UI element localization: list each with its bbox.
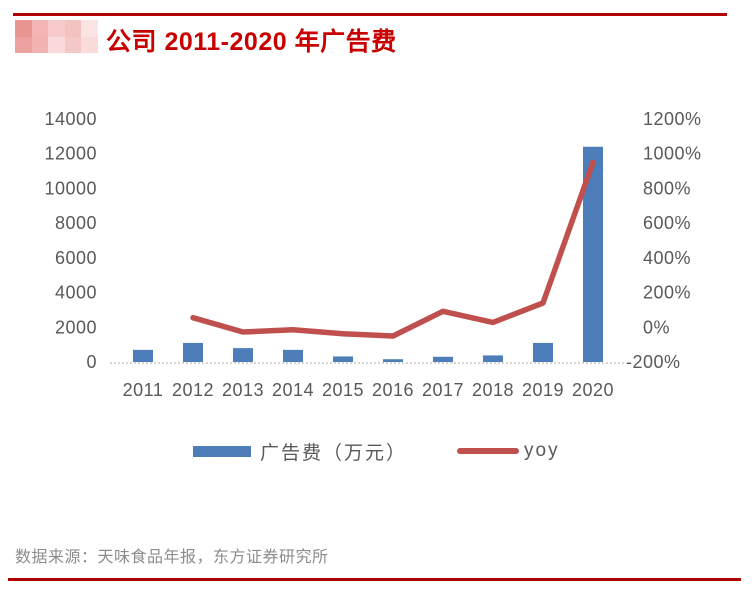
x-axis-label-2016: 2016 (372, 380, 414, 400)
left-axis-tick-label: 6000 (55, 248, 97, 268)
x-axis-label-2011: 2011 (123, 380, 164, 400)
bar-2014 (283, 349, 303, 362)
bar-2011 (133, 349, 153, 362)
redacted-logo-cell (15, 36, 32, 53)
legend-bar-swatch-icon (193, 445, 251, 457)
x-axis-label-2015: 2015 (322, 380, 364, 400)
right-axis-tick-label: 800% (643, 178, 691, 198)
legend-line-label: yoy (524, 440, 560, 461)
right-axis-tick-label: 200% (643, 283, 691, 303)
data-source-note: 数据来源：天味食品年报，东方证券研究所 (15, 549, 329, 566)
redacted-logo-cell (15, 20, 32, 37)
bar-2020 (583, 146, 603, 362)
right-axis-tick-label: -200% (626, 352, 681, 372)
x-axis-label-2017: 2017 (422, 380, 464, 400)
redacted-logo-cell (81, 20, 98, 37)
x-axis-label-2019: 2019 (522, 380, 564, 400)
x-axis-label-2020: 2020 (572, 380, 614, 400)
redacted-logo-cell (64, 36, 82, 53)
x-axis-label-2013: 2013 (222, 380, 264, 400)
yoy-line (190, 159, 596, 339)
right-axis-tick-label: 400% (643, 248, 691, 268)
left-axis-tick-label: 12000 (44, 144, 97, 164)
redacted-logo-cell (81, 36, 98, 53)
redacted-logo-cell (31, 36, 49, 53)
x-axis-label-2012: 2012 (172, 380, 214, 400)
left-axis-tick-label: 14000 (44, 109, 97, 129)
bar-2018 (483, 355, 503, 362)
redacted-logo-cell (48, 36, 65, 53)
right-axis-tick-label: 600% (643, 213, 691, 233)
bar-2013 (233, 348, 253, 362)
chart-legend: 广告费（万元） yoy (193, 440, 560, 464)
left-axis-tick-label: 8000 (55, 213, 97, 233)
x-axis-label-2014: 2014 (272, 380, 314, 400)
right-axis-tick-label: 1200% (643, 109, 702, 129)
redacted-logo-cell (31, 20, 49, 37)
bar-2017 (433, 356, 453, 362)
page-title: 公司 2011-2020 年广告费 (106, 28, 397, 56)
bar-2016 (383, 359, 403, 362)
legend-line-swatch-icon (457, 448, 520, 454)
left-axis-tick-label: 0 (86, 352, 97, 372)
left-axis-tick-label: 4000 (55, 283, 97, 303)
left-axis-tick-label: 2000 (55, 317, 97, 337)
x-axis-label-2018: 2018 (472, 380, 514, 400)
bottom-rule-divider (8, 578, 741, 581)
redacted-logo-cell (64, 20, 82, 37)
left-axis-tick-label: 10000 (44, 178, 97, 198)
top-rule-divider (13, 13, 727, 16)
redacted-logo-cell (48, 20, 65, 37)
right-axis-tick-label: 1000% (643, 144, 702, 164)
bar-2015 (333, 356, 353, 362)
legend-bar-label: 广告费（万元） (260, 442, 408, 464)
bar-2019 (533, 342, 553, 362)
right-axis-tick-label: 0% (643, 317, 670, 337)
bar-2012 (183, 342, 203, 362)
redacted-logo (15, 20, 98, 53)
